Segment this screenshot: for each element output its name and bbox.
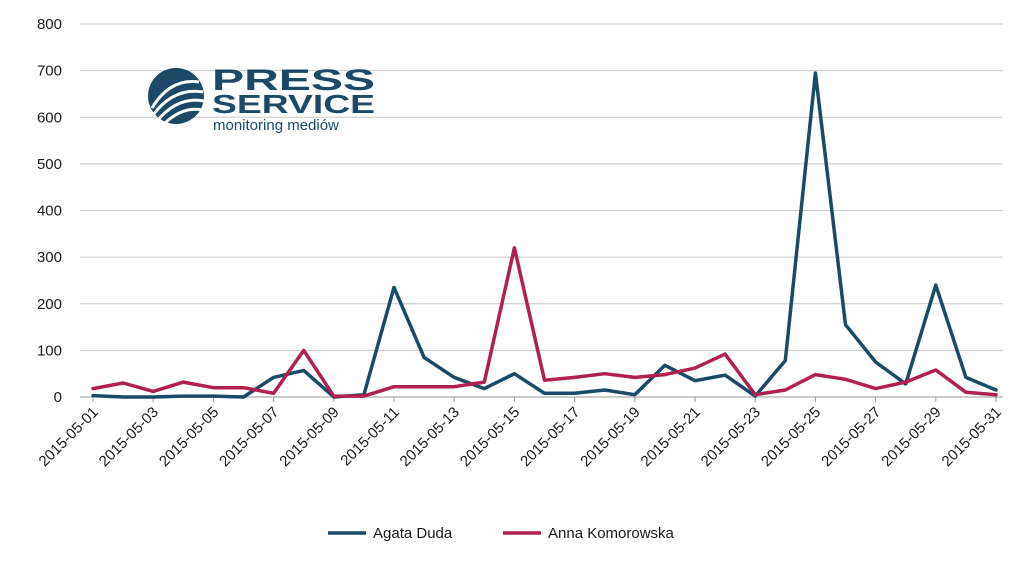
y-tick-label: 500: [37, 156, 62, 173]
x-tick-label: 2015-05-23: [698, 404, 764, 470]
logo-tagline: monitoring mediów: [213, 117, 339, 134]
x-tick-label: 2015-05-17: [517, 404, 583, 470]
legend-label-2: Anna Komorowska: [548, 525, 675, 542]
y-tick-label: 300: [37, 249, 62, 266]
x-tick-label: 2015-05-19: [577, 404, 643, 470]
logo-line1: PRESS: [212, 64, 375, 97]
chart-legend: Agata Duda Anna Komorowska: [328, 525, 675, 542]
y-axis-ticks: 0 100 200 300 400 500 600 700 800: [37, 16, 62, 406]
x-tick-label: 2015-05-27: [818, 404, 884, 470]
x-tick-label: 2015-05-25: [758, 404, 824, 470]
series-lines: [91, 71, 998, 399]
x-tick-label: 2015-05-15: [457, 404, 523, 470]
x-tick-label: 2015-05-31: [939, 404, 1005, 470]
y-tick-label: 800: [37, 16, 62, 33]
legend-label-1: Agata Duda: [373, 525, 453, 542]
y-tick-label: 700: [37, 63, 62, 80]
x-tick-label: 2015-05-03: [96, 404, 162, 470]
gridlines: [80, 23, 1003, 398]
x-tick-label: 2015-05-11: [337, 404, 402, 469]
x-tick-label: 2015-05-29: [878, 404, 944, 470]
x-tick-label: 2015-05-07: [216, 404, 282, 470]
y-tick-label: 100: [37, 342, 62, 359]
y-tick-label: 200: [37, 296, 62, 313]
press-service-logo: PRESS SERVICE monitoring mediów: [148, 64, 375, 134]
series-line-1: [91, 71, 998, 399]
x-tick-label: 2015-05-09: [276, 404, 342, 470]
x-tick-label: 2015-05-01: [36, 404, 102, 470]
y-tick-label: 0: [54, 389, 62, 406]
series-line-2: [91, 246, 998, 398]
x-tick-label: 2015-05-13: [397, 404, 463, 470]
press-service-globe-icon: [148, 68, 205, 127]
x-axis-ticks: 2015-05-012015-05-032015-05-052015-05-07…: [36, 397, 1005, 470]
y-tick-label: 400: [37, 203, 62, 220]
x-tick-label: 2015-05-21: [638, 404, 704, 470]
y-tick-label: 600: [37, 109, 62, 126]
logo-line2: SERVICE: [212, 89, 375, 119]
x-tick-label: 2015-05-05: [156, 404, 222, 470]
